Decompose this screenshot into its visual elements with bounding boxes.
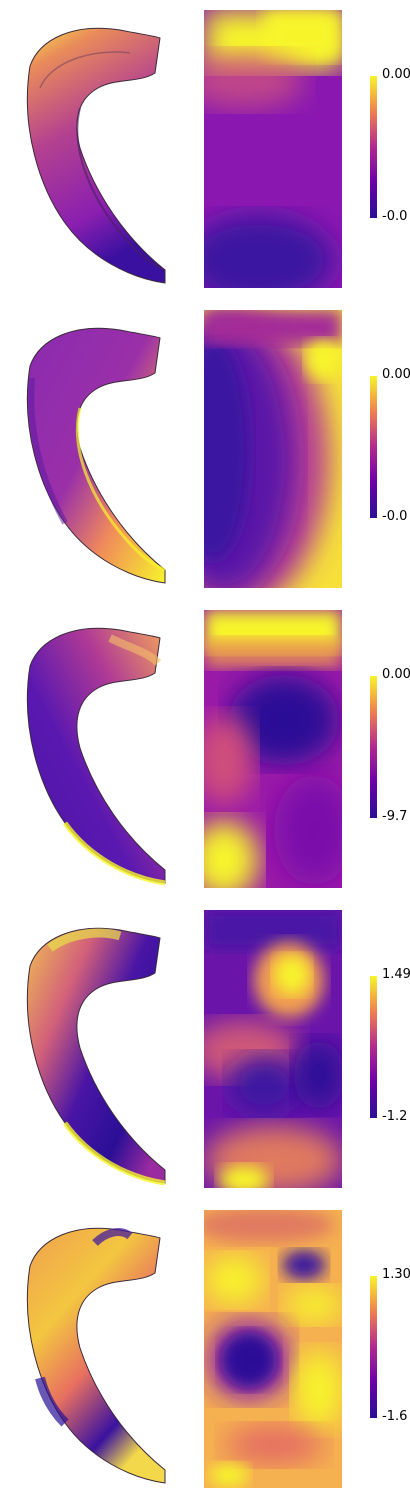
flatmap bbox=[204, 10, 342, 288]
flatmap bbox=[204, 610, 342, 888]
hippocampus-surface-render bbox=[26, 627, 166, 886]
colorbar bbox=[370, 976, 377, 1118]
hippocampus-surface-render bbox=[26, 327, 166, 584]
colorbar bbox=[370, 376, 377, 518]
colorbar-max-label: 1.49 bbox=[382, 967, 410, 982]
panel-row-2: 0.00 -0.0 bbox=[0, 300, 410, 600]
flatmap bbox=[204, 310, 342, 588]
colorbar bbox=[370, 1276, 377, 1418]
colorbar-max-label: 0.00 bbox=[382, 367, 410, 382]
colorbar-min-label: -0.0 bbox=[382, 209, 408, 224]
panel-row-1: 0.00 -0.0 bbox=[0, 0, 410, 300]
flatmap bbox=[204, 910, 342, 1188]
colorbar bbox=[370, 76, 377, 218]
hippocampus-surface-render bbox=[26, 1227, 166, 1484]
colorbar-max-label: 0.00 bbox=[382, 667, 410, 682]
panel-row-3: 0.00 -9.7 bbox=[0, 600, 410, 900]
colorbar-min-label: -1.6 bbox=[382, 1409, 408, 1424]
colorbar-max-label: 0.00 bbox=[382, 67, 410, 82]
flatmap bbox=[204, 1210, 342, 1488]
hippocampus-surface-render bbox=[26, 27, 166, 284]
colorbar-min-label: -1.2 bbox=[382, 1109, 408, 1124]
colorbar-max-label: 1.30 bbox=[382, 1267, 410, 1282]
panel-row-5: 1.30 -1.6 bbox=[0, 1200, 410, 1500]
hippocampus-surface-render bbox=[26, 927, 166, 1186]
colorbar-min-label: -9.7 bbox=[382, 809, 408, 824]
colorbar bbox=[370, 676, 377, 818]
panel-row-4: 1.49 -1.2 bbox=[0, 900, 410, 1200]
colorbar-min-label: -0.0 bbox=[382, 509, 408, 524]
